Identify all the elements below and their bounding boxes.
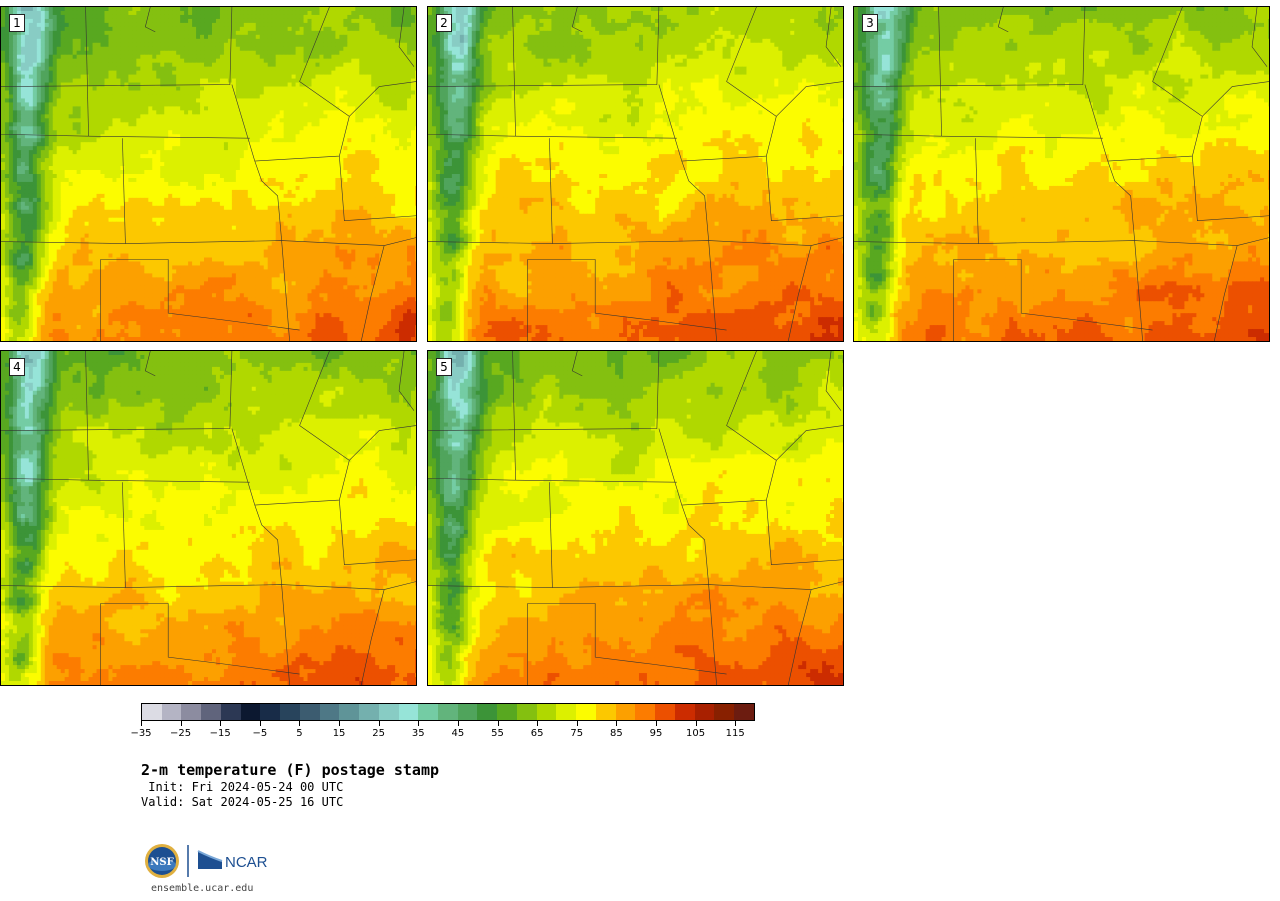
colorbar-tick [418,721,420,726]
colorbar-swatch [477,704,498,720]
colorbar-tick-label: 55 [491,728,504,739]
colorbar-swatch [418,704,439,720]
colorbar-tick [339,721,341,726]
colorbar-tick [576,721,578,726]
colorbar-tick [537,721,539,726]
colorbar-tick [457,721,459,726]
nsf-logo-icon: NSF [145,844,179,878]
temperature-map [1,7,416,341]
colorbar-swatch [260,704,281,720]
panel-5: 5 [427,350,844,686]
colorbar-tick-label: 5 [296,728,302,739]
colorbar-swatch [674,704,695,720]
ncar-logo-icon: NCAR [197,850,268,871]
colorbar-tick-label: −35 [130,728,151,739]
colorbar-tick-label: 45 [452,728,465,739]
colorbar-tick [497,721,499,726]
ncar-logo-text: NCAR [225,854,268,871]
nsf-ncar-logos: NSF NCAR [145,844,268,878]
colorbar-tick-label: −5 [252,728,267,739]
state-borders [1,7,416,341]
nsf-logo-text: NSF [150,857,173,868]
temperature-map [1,351,416,685]
colorbar-tick-label: −25 [170,728,191,739]
colorbar-tick-label: 95 [650,728,663,739]
temperature-map [428,7,843,341]
state-borders [428,351,843,685]
state-borders [428,7,843,341]
figure-title: 2-m temperature (F) postage stamp [141,761,439,779]
colorbar-swatch [457,704,478,720]
panel-number: 4 [9,358,25,376]
colorbar-tick-label: 15 [333,728,346,739]
colorbar-swatch [339,704,360,720]
colorbar-tick-label: 105 [686,728,705,739]
colorbar-swatch [635,704,656,720]
colorbar-tick [655,721,657,726]
colorbar [141,703,755,721]
colorbar-tick-label: 25 [372,728,385,739]
panel-number: 5 [436,358,452,376]
colorbar-swatch [438,704,458,720]
colorbar-swatch [201,704,221,720]
colorbar-swatch [359,704,379,720]
colorbar-swatch [714,704,735,720]
colorbar-tick [735,721,737,726]
colorbar-tick [378,721,380,726]
panel-1: 1 [0,6,417,342]
colorbar-swatch [694,704,715,720]
colorbar-tick [616,721,618,726]
website-url: ensemble.ucar.edu [151,883,253,894]
colorbar-tick-label: −15 [210,728,231,739]
colorbar-tick [695,721,697,726]
colorbar-tick [141,721,142,726]
state-borders [1,351,416,685]
colorbar-tick-label: 65 [531,728,544,739]
colorbar-tick [259,721,261,726]
colorbar-swatch [220,704,241,720]
valid-time: Valid: Sat 2024-05-25 16 UTC [141,795,343,809]
panel-number: 2 [436,14,452,32]
colorbar-swatch [615,704,636,720]
colorbar-tick [180,721,182,726]
colorbar-ticks: −35 −25 −15 −5 5 15 25 35 45 55 65 75 85 95 105 115 [130,721,755,743]
colorbar-tick-label: 115 [726,728,745,739]
colorbar-swatch [516,704,537,720]
colorbar-tick [299,721,301,726]
colorbar-tick-label: 75 [570,728,583,739]
colorbar-swatch [299,704,320,720]
colorbar-swatch [181,704,202,720]
colorbar-swatch [497,704,517,720]
colorbar-swatch [536,704,557,720]
colorbar-tick-label: 35 [412,728,425,739]
colorbar-swatch [142,704,162,720]
state-borders [854,7,1269,341]
panel-4: 4 [0,350,417,686]
panel-2: 2 [427,6,844,342]
panel-number: 1 [9,14,25,32]
panel-number: 3 [862,14,878,32]
colorbar-swatch [576,704,596,720]
colorbar-tick-label: 85 [610,728,623,739]
colorbar-swatch [595,704,616,720]
panel-3: 3 [853,6,1270,342]
colorbar-swatch [734,704,754,720]
colorbar-swatch [240,704,261,720]
temperature-map [428,351,843,685]
colorbar-swatch [280,704,300,720]
colorbar-swatch [655,704,675,720]
colorbar-swatch [398,704,419,720]
colorbar-swatch [378,704,399,720]
colorbar-swatch [161,704,182,720]
colorbar-tick [220,721,222,726]
temperature-map [854,7,1269,341]
colorbar-swatch [556,704,577,720]
init-time: Init: Fri 2024-05-24 00 UTC [141,780,343,794]
colorbar-swatch [319,704,340,720]
